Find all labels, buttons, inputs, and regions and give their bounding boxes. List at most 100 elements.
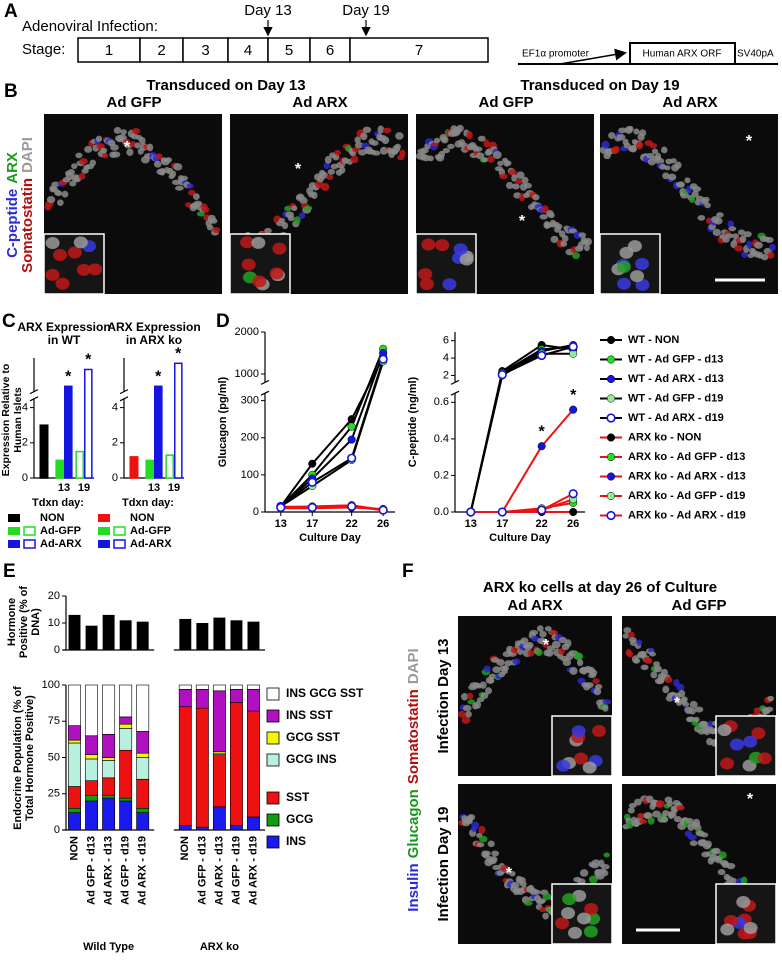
cell: [466, 131, 473, 140]
bar-segment: [229, 689, 243, 703]
cell: [510, 882, 520, 889]
cell: [299, 196, 308, 205]
cell: [110, 144, 119, 151]
cell: [646, 152, 655, 159]
cell: [527, 650, 535, 657]
data-point: [347, 435, 356, 444]
cell: [623, 627, 632, 634]
cell: [765, 236, 774, 243]
cell: [100, 147, 108, 153]
inset-cell: [561, 907, 576, 920]
cell: [725, 233, 734, 239]
cell: [622, 633, 630, 639]
data-point: [378, 505, 388, 515]
cell: [608, 132, 616, 140]
cell: [561, 235, 569, 242]
cell: [765, 706, 774, 712]
micrograph: [415, 114, 594, 295]
stage-number: 1: [105, 42, 113, 59]
legend-label: WT - NON: [628, 334, 679, 346]
cell: [569, 666, 578, 675]
chart-title-box: ARX Expression in WT: [17, 321, 110, 347]
x-tick-label: 26: [567, 518, 579, 530]
cell: [79, 158, 89, 165]
cell: [627, 631, 635, 639]
asterisk: *: [746, 133, 753, 150]
cell: [188, 189, 196, 196]
cell: [675, 805, 685, 811]
legend-label: ARX ko - Ad GFP - d19: [628, 490, 745, 502]
micrograph: [458, 784, 613, 945]
bar-segment: [136, 731, 150, 754]
cell: [547, 212, 555, 219]
y-tick-label: 4: [112, 402, 118, 414]
cell: [488, 677, 495, 684]
inset-cell: [729, 738, 744, 751]
cell: [354, 136, 361, 144]
cell: [753, 707, 762, 714]
cell: [694, 706, 704, 713]
y-axis-label-box: Endocrine Population (% of Total Hormone…: [12, 686, 36, 830]
stain-name: Somatostatin: [405, 689, 422, 784]
cell: [595, 684, 603, 690]
cell: [700, 721, 709, 727]
cell: [382, 127, 392, 134]
cell: [483, 850, 491, 857]
inset-cell: [736, 895, 751, 908]
x-axis-label: Tdxn day:: [32, 497, 84, 509]
axis-break: [119, 396, 129, 402]
cell: [531, 889, 541, 895]
day-label: Day 19: [342, 2, 390, 19]
cell: [531, 635, 539, 642]
bar-segment: [178, 825, 192, 831]
bar: [55, 459, 65, 479]
cell: [689, 196, 696, 203]
cell: [542, 912, 549, 920]
polya-label: SV40pA: [737, 49, 774, 60]
cell: [664, 165, 671, 171]
cell: [678, 689, 686, 698]
cell: [476, 842, 485, 848]
cell: [370, 140, 379, 146]
cell: [491, 850, 500, 857]
cell: [635, 141, 644, 150]
legend-swatch: [266, 813, 280, 827]
legend-label: Ad-GFP: [40, 525, 81, 537]
legend-label: Ad-ARX: [40, 538, 82, 550]
y-tick-label: 0.0: [434, 506, 449, 518]
inset-cell: [576, 912, 591, 925]
row-heading: Infection Day 19: [435, 806, 452, 921]
bar: [165, 454, 174, 479]
inset-cell: [241, 258, 256, 271]
cell: [209, 218, 218, 224]
bar-segment: [247, 816, 260, 831]
bar: [247, 621, 260, 650]
x-tick-label: Ad GFP - d13: [196, 836, 208, 905]
data-point: [497, 507, 507, 517]
legend-marker: [606, 452, 616, 462]
bar-segment: [229, 825, 243, 831]
cell: [693, 716, 700, 723]
bar-segment: [119, 684, 133, 718]
stage-number: 2: [157, 42, 165, 59]
inset-cell: [45, 237, 60, 250]
cell: [572, 252, 581, 260]
bar-segment: [247, 684, 260, 690]
cell: [192, 193, 200, 201]
cell: [291, 205, 298, 212]
bar-segment: [102, 757, 116, 761]
significance: *: [175, 346, 182, 363]
cell: [324, 155, 332, 164]
bar: [68, 614, 81, 650]
cell: [529, 629, 539, 636]
cell: [278, 217, 286, 224]
cell: [576, 659, 584, 667]
inset-cell: [592, 725, 607, 738]
bar-segment: [85, 735, 99, 755]
cell: [656, 800, 665, 808]
y-tick-label: 100: [42, 679, 60, 691]
cell: [170, 170, 177, 178]
x-tick-label: Ad GFP - d13: [85, 836, 97, 905]
bar-segment: [85, 684, 99, 737]
data-point: [537, 350, 547, 361]
